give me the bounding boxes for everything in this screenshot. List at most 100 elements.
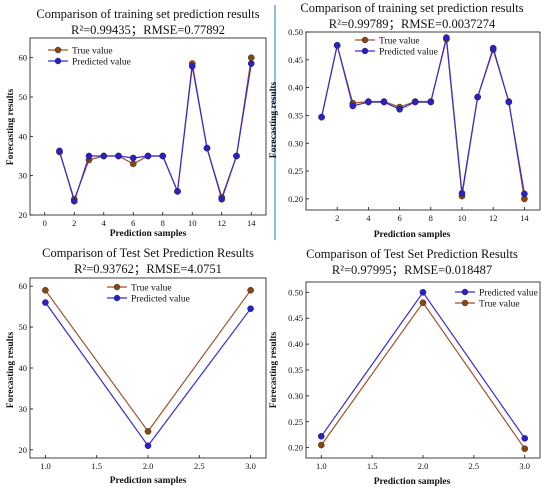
data-point	[100, 152, 108, 160]
y-tick-label: 30	[19, 171, 28, 181]
x-tick-label: 2.0	[418, 461, 429, 471]
plot-area: 1.0 1.5 2.0 2.5 3.0 0.20 0.25 0.30 0.35 0.40 0.45 0…	[288, 281, 541, 471]
data-point	[247, 286, 254, 294]
plot-area: 0 2 4 6 8 10 12 14 20 30 40 50 60 True valuePredicted…	[19, 37, 267, 228]
chart-title: Comparison of training set prediction re…	[36, 7, 259, 21]
y-tick-label: 0.20	[288, 443, 303, 453]
chart-subtitle: R²=0.93762；RMSE=4.0751	[74, 262, 222, 276]
data-point	[115, 152, 122, 160]
data-point	[129, 160, 137, 168]
y-tick-label: 0.50	[288, 27, 303, 37]
y-tick-label: 50	[19, 322, 28, 332]
data-point	[218, 195, 226, 203]
chart-panel-training-2: Comparison of training set prediction re…	[269, 1, 541, 240]
x-tick-label: 3.0	[245, 461, 256, 471]
x-tick-label: 1.5	[367, 461, 378, 471]
y-tick-label: 0.35	[288, 110, 303, 120]
legend-label: Predicted value	[72, 58, 131, 68]
x-axis-label: Prediction samples	[374, 477, 451, 487]
y-tick-label: 0.50	[288, 287, 303, 297]
data-point	[42, 286, 49, 294]
y-tick-label: 50	[19, 92, 28, 102]
x-axis-label: Prediction samples	[374, 230, 451, 240]
data-point	[474, 93, 481, 101]
data-point	[505, 98, 513, 106]
y-tick-label: 0.30	[288, 138, 303, 148]
y-axis-label: Forecasting results	[6, 331, 16, 408]
x-tick-label: 8	[429, 213, 433, 223]
y-tick-label: 20	[19, 445, 28, 455]
legend-label: Predicted value	[131, 295, 190, 305]
data-point	[411, 98, 419, 106]
y-axis-label: Forecasting results	[269, 81, 279, 158]
legend-marker	[361, 47, 369, 55]
y-tick-label: 40	[19, 363, 28, 373]
legend-marker	[54, 46, 62, 54]
y-tick-label: 0.40	[288, 339, 303, 349]
x-tick-label: 4	[102, 218, 107, 228]
data-point	[144, 442, 152, 450]
x-tick-label: 1.5	[91, 461, 102, 471]
y-tick-label: 0.25	[288, 417, 303, 427]
plot-area: 2 4 6 8 10 12 14 0.20 0.25 0.30 0.35 0.40 0.45 0.50 Tr…	[288, 27, 541, 223]
data-point	[129, 154, 137, 162]
chart-subtitle: R²=0.97995；RMSE=0.018487	[332, 263, 492, 277]
data-point	[458, 190, 466, 197]
chart-subtitle: R²=0.99435；RMSE=0.77892	[71, 23, 225, 37]
legend-label: Predicted value	[379, 48, 438, 58]
data-point	[144, 428, 152, 435]
data-point	[85, 152, 93, 160]
y-axis-label: Forecasting results	[269, 331, 279, 408]
data-point	[317, 441, 325, 449]
x-tick-label: 14	[247, 218, 256, 228]
x-tick-label: 8	[161, 218, 165, 228]
data-point	[70, 197, 78, 205]
y-tick-label: 40	[19, 131, 28, 141]
series-line-predicted-value	[58, 63, 252, 204]
y-tick-label: 0.30	[288, 391, 303, 401]
legend-marker	[113, 294, 121, 302]
series-line-true-value	[44, 289, 252, 433]
data-point	[380, 98, 388, 106]
series-line-true-value	[58, 57, 252, 202]
data-point	[203, 144, 211, 152]
plot-frame	[29, 37, 267, 216]
data-point	[365, 98, 372, 106]
data-point	[247, 60, 255, 67]
x-tick-label: 12	[489, 213, 498, 223]
x-tick-label: 2	[72, 218, 76, 228]
y-tick-label: 0.45	[288, 55, 303, 65]
y-tick-label: 20	[19, 210, 28, 220]
series-line-predicted-value	[321, 37, 525, 195]
x-tick-label: 2.0	[143, 461, 154, 471]
data-point	[521, 435, 529, 442]
data-point	[233, 152, 240, 160]
y-tick-label: 0.35	[288, 365, 303, 375]
chart-panel-training-1: Comparison of training set prediction re…	[6, 7, 267, 239]
series-line-predicted-value	[44, 302, 252, 447]
x-tick-label: 6	[131, 218, 135, 228]
data-point	[247, 305, 254, 312]
x-tick-label: 4	[366, 213, 371, 223]
data-point	[489, 44, 497, 52]
x-tick-label: 2.5	[469, 461, 480, 471]
legend-marker	[361, 36, 369, 44]
series-line-true-value	[320, 301, 526, 450]
legend-marker	[461, 299, 469, 307]
chart-title: Comparison of Test Set Prediction Result…	[42, 246, 254, 260]
y-tick-label: 60	[19, 53, 28, 63]
plot-area: 1.0 1.5 2.0 2.5 3.0 20 30 40 50 60 True valuePredi…	[19, 277, 267, 471]
data-point	[42, 299, 49, 306]
series-line-predicted-value	[320, 291, 526, 439]
data-point	[419, 289, 427, 296]
legend-label: True value	[379, 37, 420, 47]
x-tick-label: 1.0	[40, 461, 51, 471]
x-tick-label: 0	[43, 218, 47, 228]
x-tick-label: 10	[188, 218, 197, 228]
x-tick-label: 1.0	[316, 461, 327, 471]
y-tick-label: 0.25	[288, 166, 303, 176]
data-point	[318, 113, 325, 121]
data-point	[188, 63, 196, 70]
data-point	[317, 432, 325, 440]
